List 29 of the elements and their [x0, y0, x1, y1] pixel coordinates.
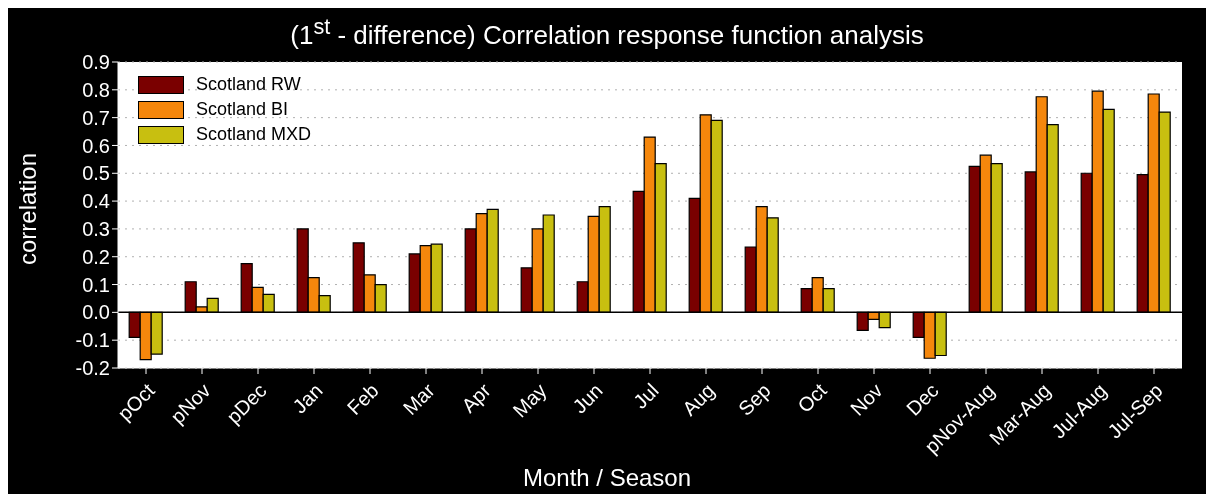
- y-tick-label: 0.1: [82, 273, 110, 296]
- x-tick-label: Jan: [288, 379, 327, 418]
- chart-title: (1$^{st}$ - difference) Correlation response function analysis: [289, 14, 925, 51]
- y-tick-label: 0.4: [82, 190, 110, 213]
- x-tick-label: Apr: [457, 378, 495, 417]
- x-tick-label: May: [508, 379, 551, 422]
- y-tick-label: 0.8: [82, 78, 110, 101]
- y-tick-label: 0.5: [82, 162, 110, 185]
- x-tick-label: Mar: [398, 378, 439, 420]
- y-tick-label: 0.2: [82, 245, 110, 268]
- x-tick-label: Jul: [629, 379, 663, 413]
- legend-label: Scotland BI: [196, 99, 289, 120]
- x-axis-title: Month / Season: [521, 464, 693, 492]
- y-tick-label: 0.3: [82, 218, 110, 241]
- y-tick-label: 0.0: [82, 301, 110, 324]
- x-tick-label: Aug: [678, 379, 719, 420]
- y-tick-label: -0.2: [75, 357, 110, 380]
- x-tick-label: Sep: [734, 379, 775, 420]
- x-tick-label: Jun: [568, 379, 607, 418]
- y-tick-label: 0.9: [82, 51, 110, 74]
- y-tick-label: -0.1: [75, 329, 110, 352]
- y-tick-label: 0.7: [82, 106, 110, 129]
- x-tick-label: Oct: [793, 378, 832, 417]
- legend-label: Scotland RW: [196, 74, 301, 95]
- y-tick-label: 0.6: [82, 134, 110, 157]
- x-tick-label: Feb: [342, 379, 383, 420]
- x-tick-label: Nov: [846, 379, 887, 420]
- legend-label: Scotland MXD: [196, 124, 312, 145]
- y-axis-title: correlation: [13, 152, 41, 265]
